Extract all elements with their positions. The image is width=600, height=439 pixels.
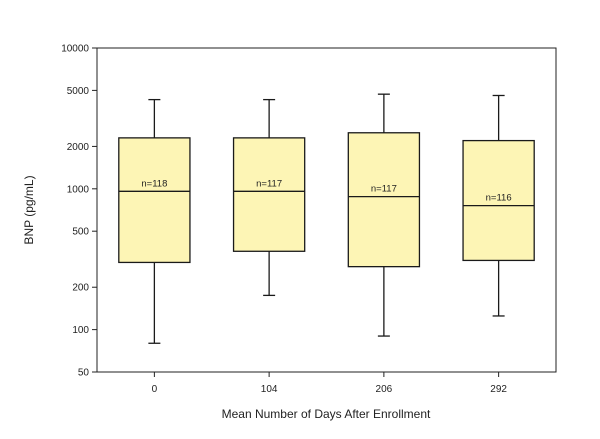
x-tick-label: 206 bbox=[376, 384, 393, 395]
sample-size-label: n=116 bbox=[486, 193, 512, 204]
box-104: n=117 bbox=[232, 98, 306, 297]
x-axis-label: Mean Number of Days After Enrollment bbox=[222, 407, 431, 421]
y-axis: 50 100 200 500 1000 2000 5000 10000 bbox=[61, 44, 97, 379]
y-tick-label: 10000 bbox=[61, 44, 89, 55]
y-tick-label: 100 bbox=[72, 325, 89, 336]
y-tick-label: 500 bbox=[72, 227, 89, 238]
y-tick-label: 1000 bbox=[67, 184, 90, 195]
iqr-box bbox=[232, 137, 306, 252]
iqr-box bbox=[118, 137, 191, 264]
box-0: n=118 bbox=[118, 98, 191, 344]
iqr-box bbox=[347, 132, 421, 268]
x-axis: 0 104 206 292 bbox=[152, 372, 507, 395]
y-axis-label: BNP (pg/mL) bbox=[22, 175, 36, 244]
plot-frame bbox=[96, 47, 557, 373]
y-tick-label: 50 bbox=[78, 368, 90, 379]
box-series: n=118 n=117 n=117 n=116 bbox=[118, 93, 535, 344]
iqr-box bbox=[462, 139, 535, 262]
sample-size-label: n=118 bbox=[141, 178, 167, 189]
box-292: n=116 bbox=[462, 94, 535, 317]
y-tick-label: 2000 bbox=[67, 142, 90, 153]
box-206: n=117 bbox=[347, 93, 421, 337]
x-tick-label: 0 bbox=[152, 384, 158, 395]
sample-size-label: n=117 bbox=[371, 184, 397, 195]
y-tick-label: 200 bbox=[72, 283, 89, 294]
sample-size-label: n=117 bbox=[256, 178, 282, 189]
x-tick-label: 292 bbox=[490, 384, 507, 395]
y-tick-label: 5000 bbox=[67, 86, 90, 97]
x-tick-label: 104 bbox=[261, 384, 278, 395]
